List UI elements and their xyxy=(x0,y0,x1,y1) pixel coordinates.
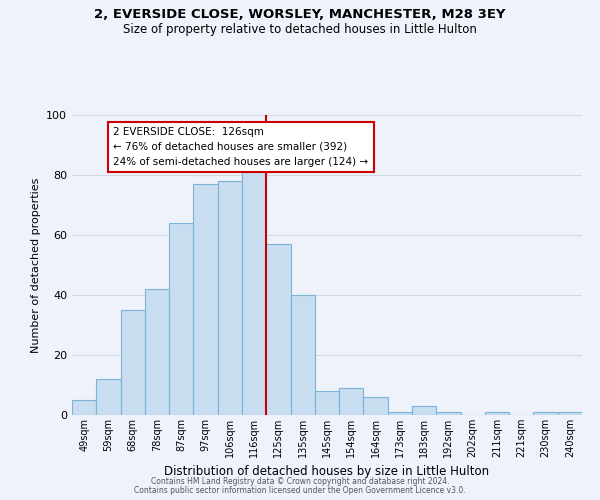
Y-axis label: Number of detached properties: Number of detached properties xyxy=(31,178,41,352)
Text: 2, EVERSIDE CLOSE, WORSLEY, MANCHESTER, M28 3EY: 2, EVERSIDE CLOSE, WORSLEY, MANCHESTER, … xyxy=(94,8,506,20)
Bar xyxy=(96,379,121,415)
Text: 2 EVERSIDE CLOSE:  126sqm
← 76% of detached houses are smaller (392)
24% of semi: 2 EVERSIDE CLOSE: 126sqm ← 76% of detach… xyxy=(113,127,368,166)
Text: Contains public sector information licensed under the Open Government Licence v3: Contains public sector information licen… xyxy=(134,486,466,495)
Bar xyxy=(436,412,461,415)
Bar xyxy=(242,163,266,415)
Bar xyxy=(193,184,218,415)
Bar xyxy=(169,223,193,415)
Bar xyxy=(266,244,290,415)
Bar xyxy=(364,397,388,415)
Bar xyxy=(145,289,169,415)
Bar xyxy=(218,181,242,415)
Bar xyxy=(315,391,339,415)
Bar xyxy=(485,412,509,415)
X-axis label: Distribution of detached houses by size in Little Hulton: Distribution of detached houses by size … xyxy=(164,466,490,478)
Bar xyxy=(412,406,436,415)
Text: Contains HM Land Registry data © Crown copyright and database right 2024.: Contains HM Land Registry data © Crown c… xyxy=(151,477,449,486)
Bar xyxy=(121,310,145,415)
Bar xyxy=(72,400,96,415)
Bar xyxy=(339,388,364,415)
Bar xyxy=(290,295,315,415)
Bar xyxy=(558,412,582,415)
Text: Size of property relative to detached houses in Little Hulton: Size of property relative to detached ho… xyxy=(123,22,477,36)
Bar xyxy=(388,412,412,415)
Bar xyxy=(533,412,558,415)
